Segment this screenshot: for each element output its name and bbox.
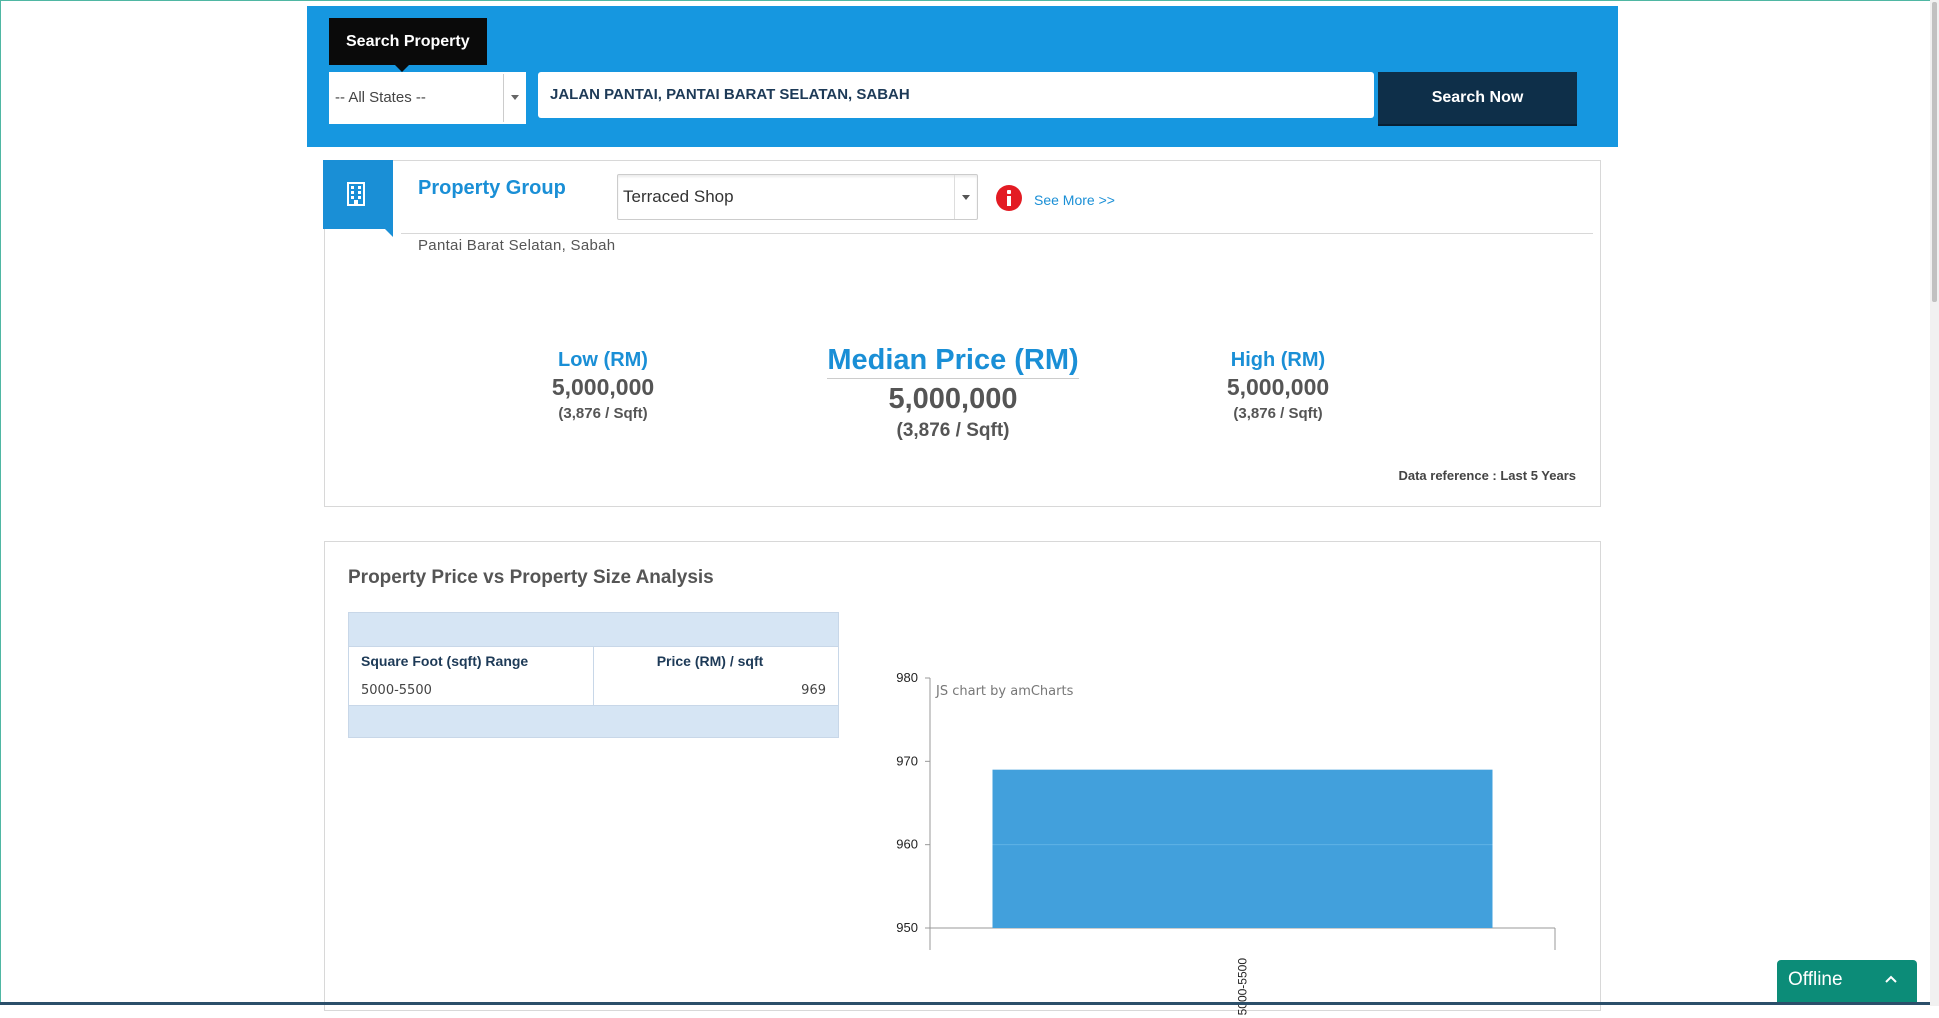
search-panel: Search Property -- All States -- JALAN P…	[307, 6, 1618, 147]
high-price-stat: High (RM) 5,000,000 (3,876 / Sqft)	[1178, 349, 1378, 422]
low-price-per-sqft: (3,876 / Sqft)	[558, 405, 648, 422]
scrollbar-track[interactable]	[1930, 0, 1939, 1006]
search-property-tab[interactable]: Search Property	[329, 18, 487, 72]
data-reference-note: Data reference : Last 5 Years	[1398, 468, 1576, 483]
table-cell-price-per-sqft: 969	[801, 683, 826, 698]
y-tick-label: 960	[896, 837, 918, 852]
y-tick-label: 950	[896, 920, 918, 935]
state-select[interactable]: -- All States --	[329, 72, 526, 124]
median-price-stat: Median Price (RM) 5,000,000 (3,876 / Sqf…	[823, 344, 1083, 442]
property-summary-card: Property Group Terraced Shop See More >>…	[323, 160, 1601, 507]
table-header-row: Square Foot (sqft) Range Price (RM) / sq…	[349, 646, 838, 677]
median-price-label: Median Price (RM)	[827, 344, 1079, 379]
y-tick-label: 970	[896, 753, 918, 768]
high-price-value: 5,000,000	[1226, 374, 1330, 400]
bar	[992, 769, 1493, 928]
x-tick-label: 5000-5500	[1236, 958, 1250, 1016]
high-price-per-sqft: (3,876 / Sqft)	[1233, 405, 1323, 422]
column-header-price-per-sqft: Price (RM) / sqft	[656, 653, 764, 669]
search-input[interactable]: JALAN PANTAI, PANTAI BARAT SELATAN, SABA…	[538, 72, 1374, 118]
location-text: Pantai Barat Selatan, Sabah	[418, 237, 616, 254]
median-price-per-sqft: (3,876 / Sqft)	[896, 420, 1010, 441]
low-price-stat: Low (RM) 5,000,000 (3,876 / Sqft)	[503, 349, 703, 422]
state-select-value: -- All States --	[335, 89, 426, 106]
table-row: 5000-5500 969	[349, 676, 838, 706]
low-price-value: 5,000,000	[551, 374, 655, 400]
state-select-divider	[503, 74, 504, 122]
bottom-edge	[0, 1002, 1939, 1005]
chevron-down-icon	[962, 195, 970, 200]
search-now-button[interactable]: Search Now	[1378, 72, 1577, 124]
table-cell-sqft-range: 5000-5500	[349, 676, 594, 705]
chevron-down-icon	[511, 95, 519, 100]
low-price-label: Low (RM)	[558, 349, 648, 371]
high-price-label: High (RM)	[1230, 349, 1326, 371]
chart-credit: JS chart by amCharts	[935, 684, 1074, 699]
divider	[401, 233, 1593, 234]
y-tick-label: 980	[896, 670, 918, 685]
chat-status-label: Offline	[1788, 969, 1843, 990]
info-icon[interactable]	[996, 185, 1022, 211]
price-size-bar-chart: 950 960 970 980 5000-5500 JS chart by amChart…	[896, 670, 1556, 1016]
median-price-value: 5,000,000	[888, 383, 1018, 415]
info-icon-bar	[1007, 196, 1011, 206]
info-icon-dot	[1007, 190, 1011, 194]
property-group-select[interactable]: Terraced Shop	[617, 174, 978, 220]
chat-widget[interactable]: Offline	[1777, 960, 1917, 1005]
chevron-up-icon	[1885, 975, 1897, 983]
property-group-select-divider	[954, 175, 955, 219]
building-icon	[347, 182, 365, 206]
scrollbar-thumb[interactable]	[1932, 2, 1937, 302]
property-group-badge	[323, 160, 393, 237]
property-group-label: Property Group	[418, 177, 566, 199]
price-size-analysis-card: Property Price vs Property Size Analysis…	[324, 541, 1601, 1015]
analysis-title: Property Price vs Property Size Analysis	[348, 567, 714, 588]
sqft-range-table: Square Foot (sqft) Range Price (RM) / sq…	[348, 612, 839, 738]
see-more-link[interactable]: See More >>	[1034, 192, 1115, 208]
property-group-select-value: Terraced Shop	[623, 187, 734, 206]
column-header-sqft-range: Square Foot (sqft) Range	[349, 647, 594, 676]
